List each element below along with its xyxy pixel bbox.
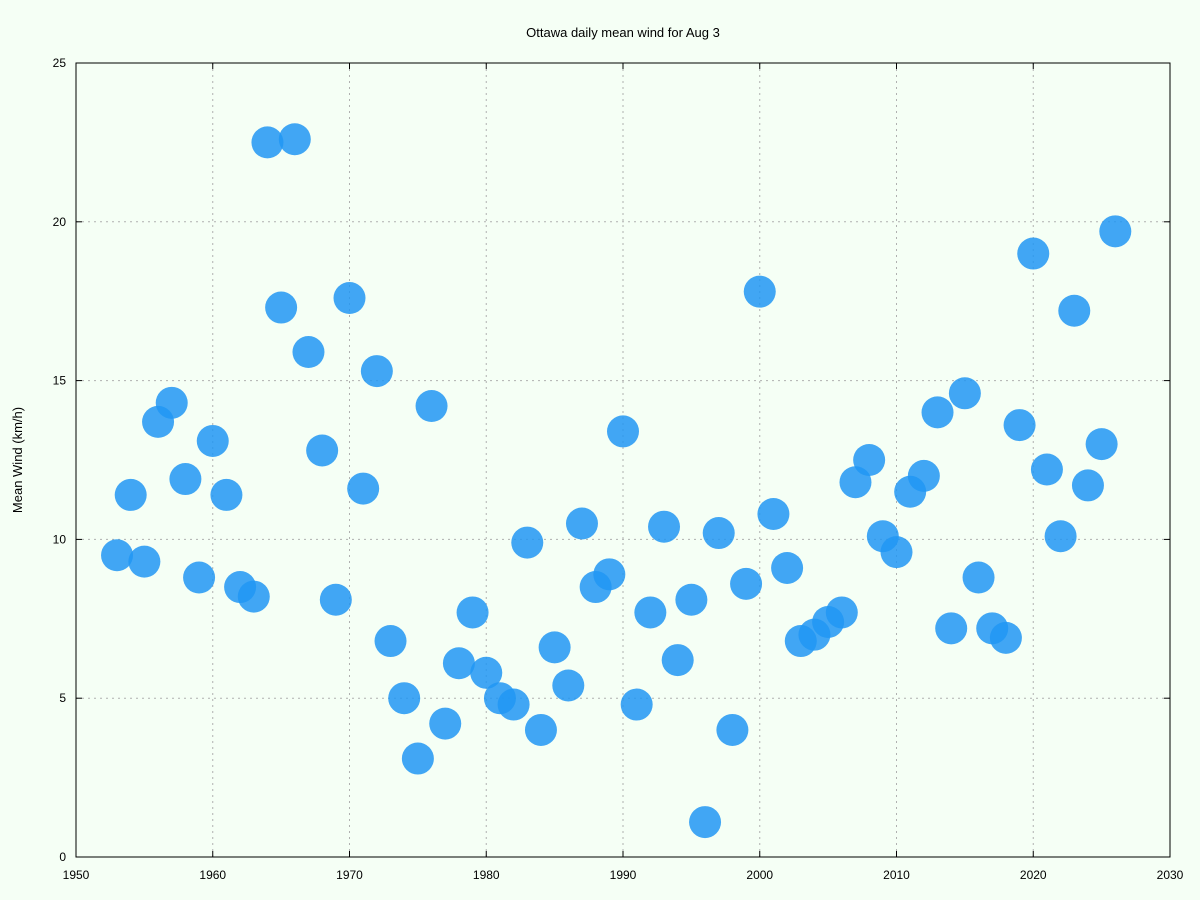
y-tick-label: 15 [53,374,67,388]
y-tick-label: 10 [53,532,67,546]
data-point [1085,428,1118,461]
data-point [210,478,243,511]
x-tick-label: 1990 [610,868,637,882]
data-point [388,682,421,715]
data-point [648,510,681,543]
data-point [1044,520,1077,553]
plot-frame [75,62,1171,858]
data-point [538,631,571,664]
data-point [497,688,530,721]
data-point [757,497,790,530]
data-point [196,424,229,457]
data-point [771,551,804,584]
data-point [661,644,694,677]
y-tick-label: 20 [53,215,67,229]
data-point [306,434,339,467]
data-point [1003,409,1036,442]
data-point [1017,237,1050,270]
data-point [319,583,352,616]
data-point [333,282,366,315]
data-point [169,463,202,496]
data-point [743,275,776,308]
data-point [278,123,311,156]
y-tick-label: 5 [59,691,66,705]
x-tick-labels: 1950 1960 1970 1980 1990 2000 2010 2020 2030 [63,868,1184,882]
data-point [511,526,544,559]
y-tick-label: 25 [53,56,67,70]
y-tick-label: 0 [59,850,66,864]
data-point [921,396,954,429]
data-point [1058,294,1091,327]
y-tick-labels: 0 5 10 15 20 25 [53,56,67,864]
data-point [620,688,653,721]
data-point [237,580,270,613]
data-point [730,567,763,600]
data-point [347,472,380,505]
data-point [675,583,708,616]
data-point [825,596,858,629]
data-point [607,415,639,448]
data-point [429,707,462,740]
data-point [470,656,503,689]
data-point [183,561,216,594]
data-point [962,561,995,594]
data-point [442,647,475,680]
data-point [948,377,981,410]
grid-lines [76,63,1170,857]
data-point [251,126,284,159]
data-point [689,806,722,839]
x-tick-label: 1980 [473,868,500,882]
data-point [374,625,407,658]
x-tick-label: 1970 [336,868,363,882]
x-tick-label: 2000 [746,868,773,882]
data-point [565,507,598,540]
data-point [716,713,749,746]
x-tick-label: 2020 [1020,868,1047,882]
data-point [155,386,188,419]
data-point [114,478,147,511]
x-tick-label: 1950 [63,868,90,882]
data-point [401,742,434,775]
data-point [634,596,667,629]
x-tick-label: 2010 [883,868,910,882]
data-point [989,621,1022,654]
data-point [1030,453,1063,486]
data-point [101,539,134,572]
data-point [880,536,913,569]
data-point [292,336,325,369]
data-point [1071,469,1104,502]
data-point [552,669,585,702]
data-point [265,291,298,324]
data-point [593,558,626,591]
data-points [101,123,1132,839]
chart-title: Ottawa daily mean wind for Aug 3 [526,25,720,40]
data-point [456,596,489,629]
x-tick-label: 2030 [1157,868,1184,882]
x-tick-label: 1960 [199,868,226,882]
data-point [524,713,557,746]
data-point [360,355,393,388]
data-point [415,390,448,423]
data-point [702,517,735,550]
data-point [1099,215,1132,248]
y-axis-label: Mean Wind (km/h) [10,407,25,513]
data-point [853,444,886,476]
data-point [935,612,968,645]
data-point [907,459,940,492]
data-point [128,545,161,578]
